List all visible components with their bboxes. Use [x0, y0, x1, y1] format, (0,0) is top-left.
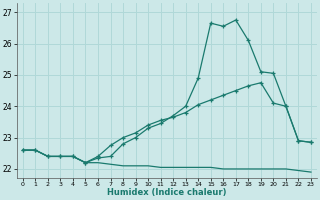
X-axis label: Humidex (Indice chaleur): Humidex (Indice chaleur): [107, 188, 227, 197]
